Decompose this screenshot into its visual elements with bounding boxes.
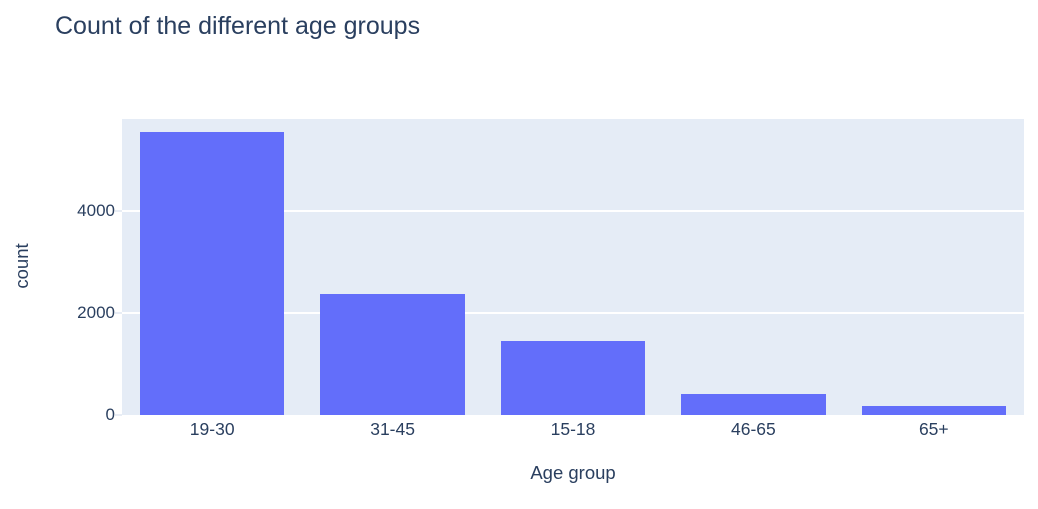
y-tick-label: 4000 bbox=[77, 200, 115, 220]
x-tick-label-15-18: 15-18 bbox=[550, 419, 596, 439]
bar-31-45[interactable] bbox=[320, 294, 465, 415]
bar-46-65[interactable] bbox=[681, 394, 826, 415]
x-tick-label-65+: 65+ bbox=[918, 419, 949, 439]
x-tick-label-31-45: 31-45 bbox=[370, 419, 415, 439]
chart-title: Count of the different age groups bbox=[55, 12, 421, 40]
bar-65+[interactable] bbox=[861, 406, 1006, 415]
y-tick-mark bbox=[115, 311, 122, 314]
y-axis-title: count bbox=[11, 243, 32, 289]
x-tick-label-46-65: 46-65 bbox=[731, 419, 776, 439]
y-tick-mark bbox=[115, 414, 122, 416]
y-tick-label: 0 bbox=[105, 405, 115, 424]
y-tick-mark bbox=[115, 209, 122, 212]
gridline-y-4000 bbox=[122, 209, 1024, 212]
x-axis-title: Age group bbox=[530, 462, 616, 483]
y-tick-label: 2000 bbox=[77, 302, 115, 322]
bar-15-18[interactable] bbox=[500, 340, 646, 415]
gridline-y-2000 bbox=[122, 311, 1024, 314]
bar-19-30[interactable] bbox=[140, 131, 285, 415]
x-tick-label-19-30: 19-30 bbox=[189, 419, 235, 439]
plot-area bbox=[122, 119, 1024, 415]
